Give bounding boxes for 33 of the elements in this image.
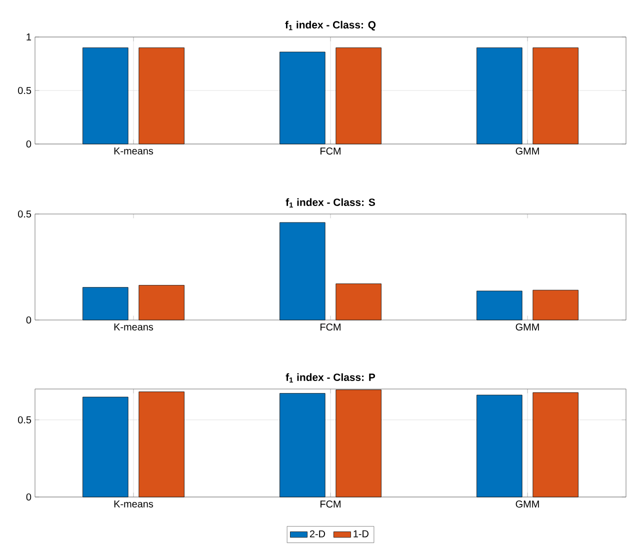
bar [138,285,184,320]
y-tick-label: 0 [26,140,32,148]
bar [82,287,128,320]
x-tick-label: K-means [114,148,154,154]
x-tick-label: GMM [516,148,539,155]
x-tick-label: FCM [320,500,340,508]
y-tick-label: 1 [26,34,31,40]
chart-title: f$_{1}$ index - Class: P [286,373,376,382]
bar [138,392,184,498]
bar [532,392,578,498]
bar [532,290,578,320]
legend-label: 1-D [354,530,368,538]
bar [336,284,382,320]
x-tick-label: FCM [320,148,340,155]
bar [82,396,128,498]
y-tick-label: 0 [26,316,32,324]
bar [280,222,326,320]
y-tick-label: 0.5 [18,416,32,424]
x-tick-label: K-means [114,324,154,330]
chart-title: f$_{1}$ index - Class: Q [285,20,376,30]
x-tick-label: K-means [114,500,154,508]
bar [336,390,382,498]
y-tick-label: 0.5 [18,210,32,218]
y-tick-label: 0.5 [18,86,32,94]
x-tick-label: FCM [320,324,340,331]
bar [476,394,522,498]
legend-label: 2-D [310,530,326,538]
x-tick-label: GMM [516,500,539,508]
bar [476,290,522,320]
chart-title: f$_{1}$ index - Class: S [286,198,375,208]
x-tick-label: GMM [516,324,539,331]
bar [280,393,326,498]
y-tick-label: 0 [26,493,32,501]
